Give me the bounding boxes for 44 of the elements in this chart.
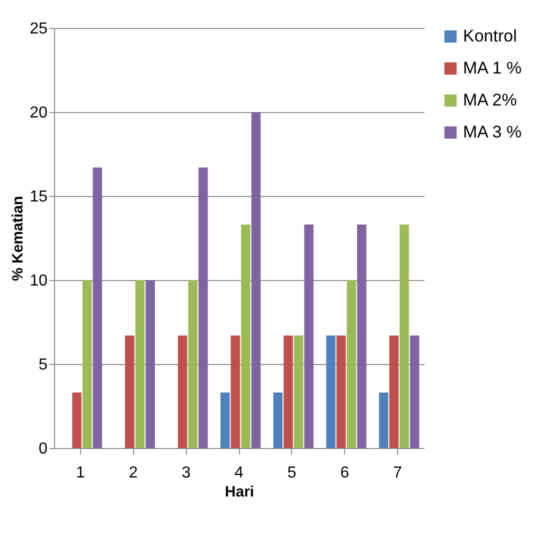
x-tick-label: 5	[287, 464, 296, 482]
bar	[178, 335, 188, 448]
bar	[146, 280, 155, 448]
bar	[220, 392, 230, 448]
bar	[357, 224, 366, 448]
bar	[346, 280, 356, 448]
bar	[251, 112, 261, 448]
bar	[135, 280, 145, 448]
bar	[379, 392, 388, 448]
y-axis-title: % Kematian	[10, 196, 27, 282]
x-tick-label: 3	[182, 464, 191, 482]
bar	[82, 280, 92, 448]
bar	[400, 224, 409, 448]
legend-label: Kontrol	[463, 26, 517, 46]
bar	[230, 335, 240, 448]
x-tick-label: 4	[234, 464, 244, 482]
bar	[241, 224, 250, 448]
x-axis-title: Hari	[224, 484, 254, 500]
x-tick-label: 2	[128, 464, 138, 482]
bar	[304, 224, 314, 448]
bar	[125, 335, 134, 448]
bar	[336, 335, 346, 448]
legend-label: MA 2%	[463, 90, 517, 110]
y-tick-label: 20	[30, 104, 48, 122]
y-tick-label: 10	[30, 272, 48, 290]
legend-label: MA 1 %	[463, 58, 522, 78]
bar	[410, 335, 420, 448]
bar	[72, 392, 82, 448]
bar	[188, 280, 198, 448]
bar	[389, 335, 399, 448]
x-tick-label: 6	[340, 464, 350, 482]
bar	[92, 167, 102, 448]
legend-label: MA 3 %	[463, 122, 522, 142]
x-tick-label: 7	[393, 464, 402, 482]
bar	[294, 335, 304, 448]
y-tick-label: 15	[30, 188, 48, 206]
y-tick-label: 25	[30, 20, 48, 38]
x-tick-label: 1	[76, 464, 85, 482]
bar	[284, 335, 293, 448]
bar	[198, 167, 208, 448]
y-tick-label: 5	[38, 356, 48, 374]
bar	[273, 392, 283, 448]
bar	[326, 335, 336, 448]
y-tick-label: 0	[38, 440, 48, 458]
